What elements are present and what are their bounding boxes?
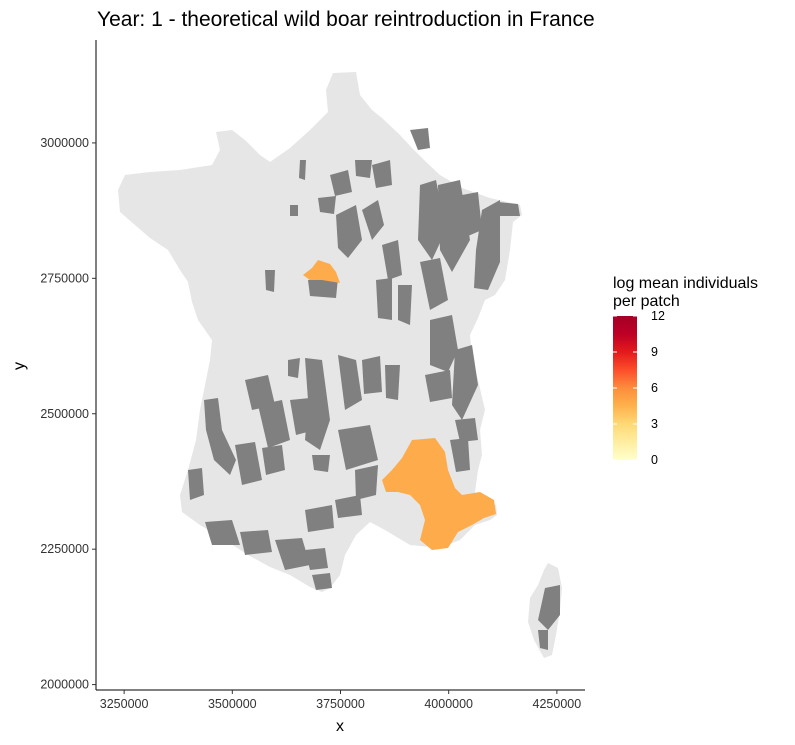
legend-title-line2: per patch: [613, 293, 680, 310]
habitat-patch: [299, 160, 306, 180]
map-title: Year: 1 - theoretical wild boar reintrod…: [97, 8, 595, 31]
occupied-patches: [303, 260, 496, 550]
map-panel: 3250000 3500000 3750000 4000000 4250000 3000…: [11, 40, 585, 735]
y-tick-label: 2250000: [40, 542, 89, 556]
habitat-patch: [305, 548, 328, 570]
habitat-patch: [265, 270, 275, 292]
habitat-patch: [288, 358, 300, 378]
habitat-patch: [245, 375, 275, 410]
occupied-patch-loire: [303, 260, 340, 283]
habitat-patch: [355, 160, 372, 178]
y-axis-label: y: [11, 362, 28, 370]
habitat-patch: [372, 160, 392, 188]
y-tick-label: 2750000: [40, 271, 89, 285]
habitat-patch: [538, 630, 548, 650]
habitat-patch: [318, 196, 336, 214]
habitat-patch: [420, 258, 448, 310]
habitat-patch: [376, 278, 392, 320]
legend-tick-label: 0: [651, 453, 658, 467]
habitat-patch: [290, 205, 298, 216]
habitat-patch: [430, 315, 458, 372]
x-tick-label: 3750000: [316, 697, 365, 711]
habitat-patch: [398, 285, 412, 325]
habitat-patch: [240, 530, 272, 555]
x-tick-label: 3500000: [208, 697, 257, 711]
habitat-patch: [336, 205, 362, 258]
habitat-patch: [290, 398, 315, 435]
occupied-patch-southeast: [382, 438, 496, 550]
x-tick-label: 3250000: [100, 697, 149, 711]
x-tick-label: 4000000: [424, 697, 473, 711]
habitat-patch: [338, 425, 378, 470]
y-tick-label: 2000000: [40, 678, 89, 692]
legend-title-line1: log mean individuals: [613, 275, 758, 292]
habitat-patch: [305, 505, 334, 532]
habitat-patch: [498, 202, 520, 216]
habitat-patch: [262, 445, 285, 475]
habitat-patch: [188, 468, 204, 500]
habitat-patch: [538, 585, 560, 630]
x-axis-ticks: 3250000 3500000 3750000 4000000 4250000: [100, 690, 581, 711]
legend: log mean individuals per patch 12 9 6 3 0: [613, 275, 758, 467]
habitat-patch: [452, 345, 478, 420]
habitat-patch: [362, 200, 384, 240]
habitat-patch: [335, 495, 362, 518]
habitat-patch: [455, 418, 478, 442]
habitat-patch: [235, 442, 262, 485]
habitat-patch: [385, 365, 400, 400]
habitat-patch: [330, 170, 352, 196]
y-tick-label: 2500000: [40, 407, 89, 421]
legend-tick-label: 9: [651, 345, 658, 359]
habitat-patch: [308, 278, 338, 298]
habitat-patch: [275, 538, 310, 570]
habitat-patch: [438, 180, 470, 272]
habitat-patch: [355, 465, 378, 500]
x-axis-label: x: [336, 718, 344, 735]
habitat-patch: [312, 573, 332, 590]
forest-habitat: [188, 128, 560, 650]
legend-ticks: 12 9 6 3 0: [613, 309, 665, 467]
habitat-patch: [382, 240, 402, 280]
habitat-patch: [205, 520, 240, 545]
y-tick-label: 3000000: [40, 136, 89, 150]
habitat-patch: [362, 356, 382, 394]
legend-tick-label: 3: [651, 417, 658, 431]
habitat-patch: [425, 370, 452, 402]
habitat-patch: [204, 398, 236, 475]
y-axis-ticks: 3000000 2750000 2500000 2250000 2000000: [40, 136, 96, 692]
habitat-patch: [258, 400, 290, 448]
habitat-patch: [410, 128, 430, 150]
x-tick-label: 4250000: [533, 697, 582, 711]
habitat-patch: [450, 438, 470, 472]
legend-tick-label: 6: [651, 381, 658, 395]
habitat-patch: [474, 200, 500, 290]
habitat-patch: [462, 192, 482, 236]
legend-tick-label: 12: [651, 309, 665, 323]
habitat-patch: [312, 455, 330, 472]
habitat-patch: [338, 355, 362, 410]
